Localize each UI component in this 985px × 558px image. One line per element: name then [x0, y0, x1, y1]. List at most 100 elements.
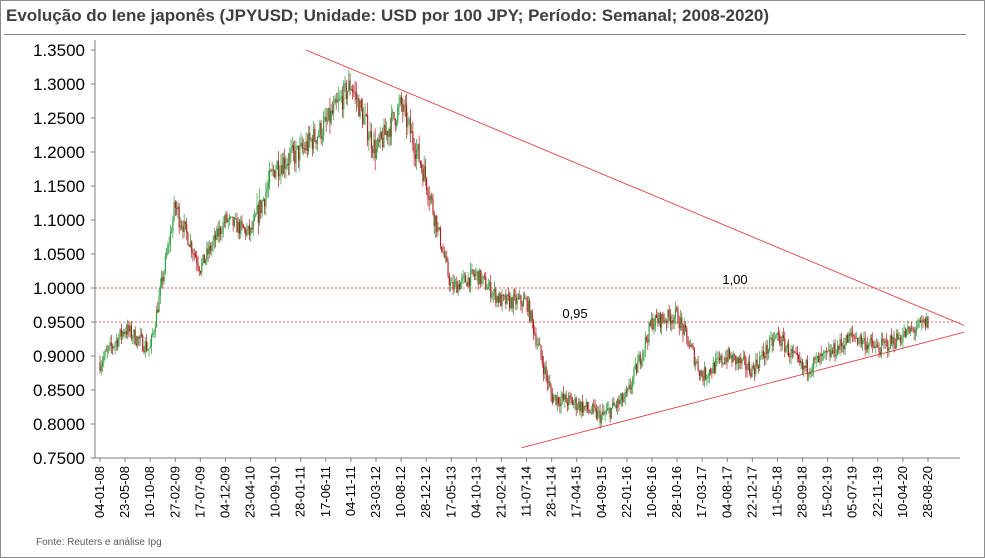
candle [308, 125, 310, 155]
candle [519, 289, 521, 300]
candle [384, 118, 386, 136]
candle [295, 141, 297, 174]
candle [473, 269, 475, 281]
candle [314, 124, 316, 142]
candle [912, 325, 914, 333]
candle [452, 274, 454, 296]
candle [340, 89, 342, 103]
x-tick-label: 17-05-13 [443, 466, 458, 518]
candle [509, 291, 511, 312]
candle [199, 270, 202, 275]
candle [398, 93, 400, 116]
candle [393, 111, 395, 121]
candle [584, 405, 586, 411]
candle [374, 128, 376, 171]
candle [389, 117, 391, 146]
candle [855, 331, 857, 339]
candle [395, 119, 398, 130]
candle [637, 353, 639, 373]
candle [791, 345, 793, 359]
candle [532, 318, 535, 341]
candle [752, 361, 754, 371]
candle [848, 331, 850, 343]
candle [282, 152, 285, 175]
candle [417, 143, 419, 159]
candle [363, 106, 365, 125]
candle [640, 358, 643, 368]
candle [859, 333, 861, 348]
candle [169, 225, 171, 253]
candle [248, 219, 251, 240]
candle [335, 92, 337, 110]
candle [416, 139, 418, 171]
candle [486, 283, 488, 291]
candle [673, 314, 675, 330]
candle [909, 325, 911, 336]
candle [632, 375, 634, 395]
candle [212, 235, 214, 252]
candle [731, 352, 733, 367]
candle [478, 268, 481, 285]
x-tick-label: 04-11-11 [343, 466, 358, 516]
x-tick-label: 23-05-08 [117, 466, 132, 518]
candle [772, 332, 775, 351]
candle [924, 316, 927, 331]
candle [206, 242, 208, 266]
candle [664, 317, 666, 324]
x-tick-label: 28-08-20 [920, 466, 935, 518]
candle [399, 94, 401, 107]
candle [162, 271, 164, 289]
candle [777, 326, 780, 342]
candle [471, 263, 473, 275]
candle [845, 334, 847, 346]
candle [608, 401, 610, 414]
candle [125, 324, 127, 338]
candle [575, 396, 577, 417]
candle [537, 338, 540, 348]
candle [227, 218, 229, 230]
y-tick-label: 1.1000 [33, 211, 85, 230]
candle [707, 372, 709, 384]
candle [181, 220, 183, 230]
candle [166, 247, 168, 260]
candle [743, 351, 746, 366]
candle [727, 345, 729, 363]
candle [612, 398, 614, 410]
candle [375, 139, 377, 161]
x-tick-label: 23-03-12 [368, 466, 383, 518]
candle [625, 386, 628, 398]
candle [341, 85, 344, 118]
candle [468, 277, 470, 292]
candle [602, 403, 604, 421]
candle [184, 221, 187, 230]
candle [725, 350, 727, 366]
candle [588, 401, 590, 415]
candle [497, 292, 499, 308]
candle [275, 164, 277, 180]
candle [493, 281, 496, 300]
y-tick-label: 1.3000 [33, 75, 85, 94]
candle [204, 258, 207, 266]
candle [442, 243, 444, 254]
candle [439, 225, 442, 250]
candle [916, 320, 918, 337]
candle [853, 334, 855, 342]
candle [223, 215, 225, 228]
candle [850, 327, 852, 338]
candle [579, 398, 581, 416]
candle [432, 193, 434, 216]
candle [581, 394, 584, 416]
candle [444, 250, 447, 264]
candle [233, 216, 236, 228]
candle [826, 350, 829, 354]
candle [367, 102, 369, 147]
candle [329, 97, 331, 134]
candle [406, 93, 408, 139]
candle [488, 279, 491, 292]
candle [593, 399, 595, 415]
candle [174, 199, 176, 217]
candle [172, 215, 174, 239]
candle [148, 348, 150, 357]
candle [857, 337, 859, 347]
candle [614, 403, 616, 409]
